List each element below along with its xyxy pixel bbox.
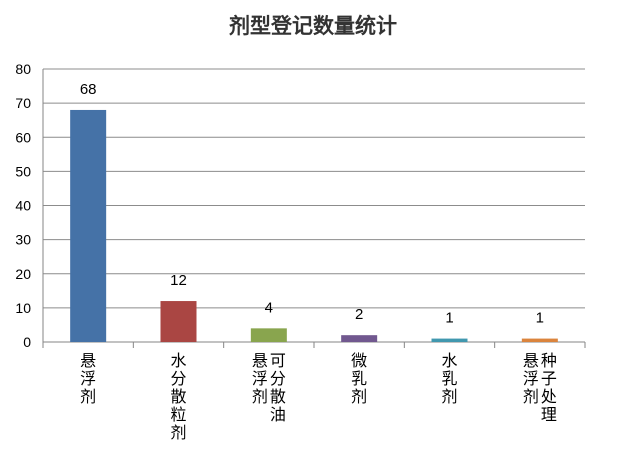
bar <box>431 338 468 342</box>
bar <box>521 338 558 342</box>
category-label-char: 悬 <box>523 351 539 370</box>
category-label-char: 油 <box>270 405 286 424</box>
category-label-char: 子 <box>541 369 557 388</box>
category-label-char: 浮 <box>523 369 539 388</box>
category-label-char: 悬 <box>80 351 96 370</box>
category-label-char: 处 <box>541 387 557 406</box>
category-label-char: 浮 <box>80 369 96 388</box>
category-label-char: 乳 <box>351 369 367 388</box>
data-label: 2 <box>355 306 363 323</box>
data-label: 68 <box>80 81 97 98</box>
category-label-char: 分 <box>270 369 286 388</box>
category-label-char: 水 <box>170 351 186 370</box>
y-tick-label: 60 <box>15 129 31 145</box>
y-tick-label: 10 <box>15 300 31 316</box>
category-label-char: 悬 <box>252 351 268 370</box>
category-label-char: 剂 <box>170 423 186 442</box>
category-label-char: 剂 <box>523 387 539 406</box>
y-tick-label: 0 <box>23 334 31 350</box>
data-label: 1 <box>445 310 453 327</box>
category-label-char: 水 <box>441 351 457 370</box>
category-label-char: 剂 <box>80 387 96 406</box>
y-tick-label: 50 <box>15 163 31 179</box>
category-label-char: 浮 <box>252 369 268 388</box>
data-label: 12 <box>170 272 187 289</box>
category-label-char: 理 <box>541 405 557 424</box>
category-label-char: 剂 <box>441 387 457 406</box>
bar <box>250 328 287 342</box>
data-label: 1 <box>536 310 544 327</box>
chart-title: 剂型登记数量统计 <box>229 14 397 38</box>
category-label-char: 散 <box>170 387 186 406</box>
data-label: 4 <box>265 299 273 316</box>
y-tick-label: 20 <box>15 266 31 282</box>
category-label-char: 剂 <box>351 387 367 406</box>
category-label-char: 可 <box>270 351 286 370</box>
y-tick-label: 40 <box>15 198 31 214</box>
category-label-char: 微 <box>351 351 367 370</box>
y-tick-label: 80 <box>15 61 31 77</box>
bar <box>160 301 197 342</box>
y-tick-label: 30 <box>15 232 31 248</box>
category-label-char: 乳 <box>441 369 457 388</box>
category-label-char: 分 <box>170 369 186 388</box>
bar <box>341 335 378 342</box>
category-label-char: 粒 <box>170 405 186 424</box>
bar <box>70 109 107 342</box>
category-label-char: 散 <box>270 387 286 406</box>
category-label-char: 剂 <box>252 387 268 406</box>
y-tick-label: 70 <box>15 95 31 111</box>
category-label-char: 种 <box>541 351 557 370</box>
